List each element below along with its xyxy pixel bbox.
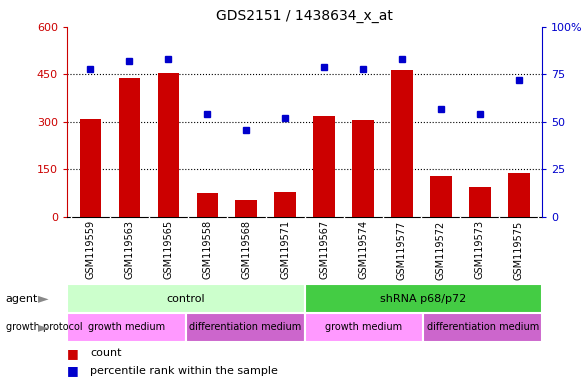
- Text: GSM119573: GSM119573: [475, 220, 485, 280]
- Text: GSM119574: GSM119574: [358, 220, 368, 280]
- Bar: [186, 313, 304, 342]
- Bar: [196, 193, 218, 217]
- Bar: [275, 192, 296, 217]
- Text: GSM119571: GSM119571: [280, 220, 290, 280]
- Text: count: count: [90, 348, 122, 358]
- Text: agent: agent: [6, 293, 38, 304]
- Text: GSM119567: GSM119567: [319, 220, 329, 280]
- Text: percentile rank within the sample: percentile rank within the sample: [90, 366, 278, 376]
- Bar: [80, 119, 101, 217]
- Text: growth medium: growth medium: [325, 322, 403, 333]
- Bar: [304, 284, 542, 313]
- Text: differentiation medium: differentiation medium: [189, 322, 301, 333]
- Bar: [508, 173, 529, 217]
- Text: growth medium: growth medium: [88, 322, 165, 333]
- Text: shRNA p68/p72: shRNA p68/p72: [380, 293, 466, 304]
- Text: growth protocol: growth protocol: [6, 322, 82, 333]
- Bar: [391, 70, 413, 217]
- Text: GSM119577: GSM119577: [397, 220, 407, 280]
- Bar: [119, 78, 140, 217]
- Text: GSM119565: GSM119565: [163, 220, 173, 280]
- Text: GSM119575: GSM119575: [514, 220, 524, 280]
- Text: GSM119572: GSM119572: [436, 220, 446, 280]
- Bar: [430, 176, 452, 217]
- Text: differentiation medium: differentiation medium: [427, 322, 539, 333]
- Text: ■: ■: [67, 347, 79, 360]
- Text: ■: ■: [67, 364, 79, 377]
- Bar: [469, 187, 490, 217]
- Text: GSM119568: GSM119568: [241, 220, 251, 279]
- Bar: [352, 120, 374, 217]
- Text: GSM119563: GSM119563: [124, 220, 134, 279]
- Text: GSM119558: GSM119558: [202, 220, 212, 280]
- Title: GDS2151 / 1438634_x_at: GDS2151 / 1438634_x_at: [216, 9, 393, 23]
- Bar: [67, 284, 304, 313]
- Bar: [157, 73, 179, 217]
- Text: GSM119559: GSM119559: [86, 220, 96, 280]
- Bar: [423, 313, 542, 342]
- Bar: [314, 116, 335, 217]
- Bar: [67, 313, 186, 342]
- Bar: [304, 313, 423, 342]
- Text: control: control: [167, 293, 205, 304]
- Text: ►: ►: [38, 320, 49, 334]
- Text: ►: ►: [38, 291, 49, 306]
- Bar: [236, 200, 257, 217]
